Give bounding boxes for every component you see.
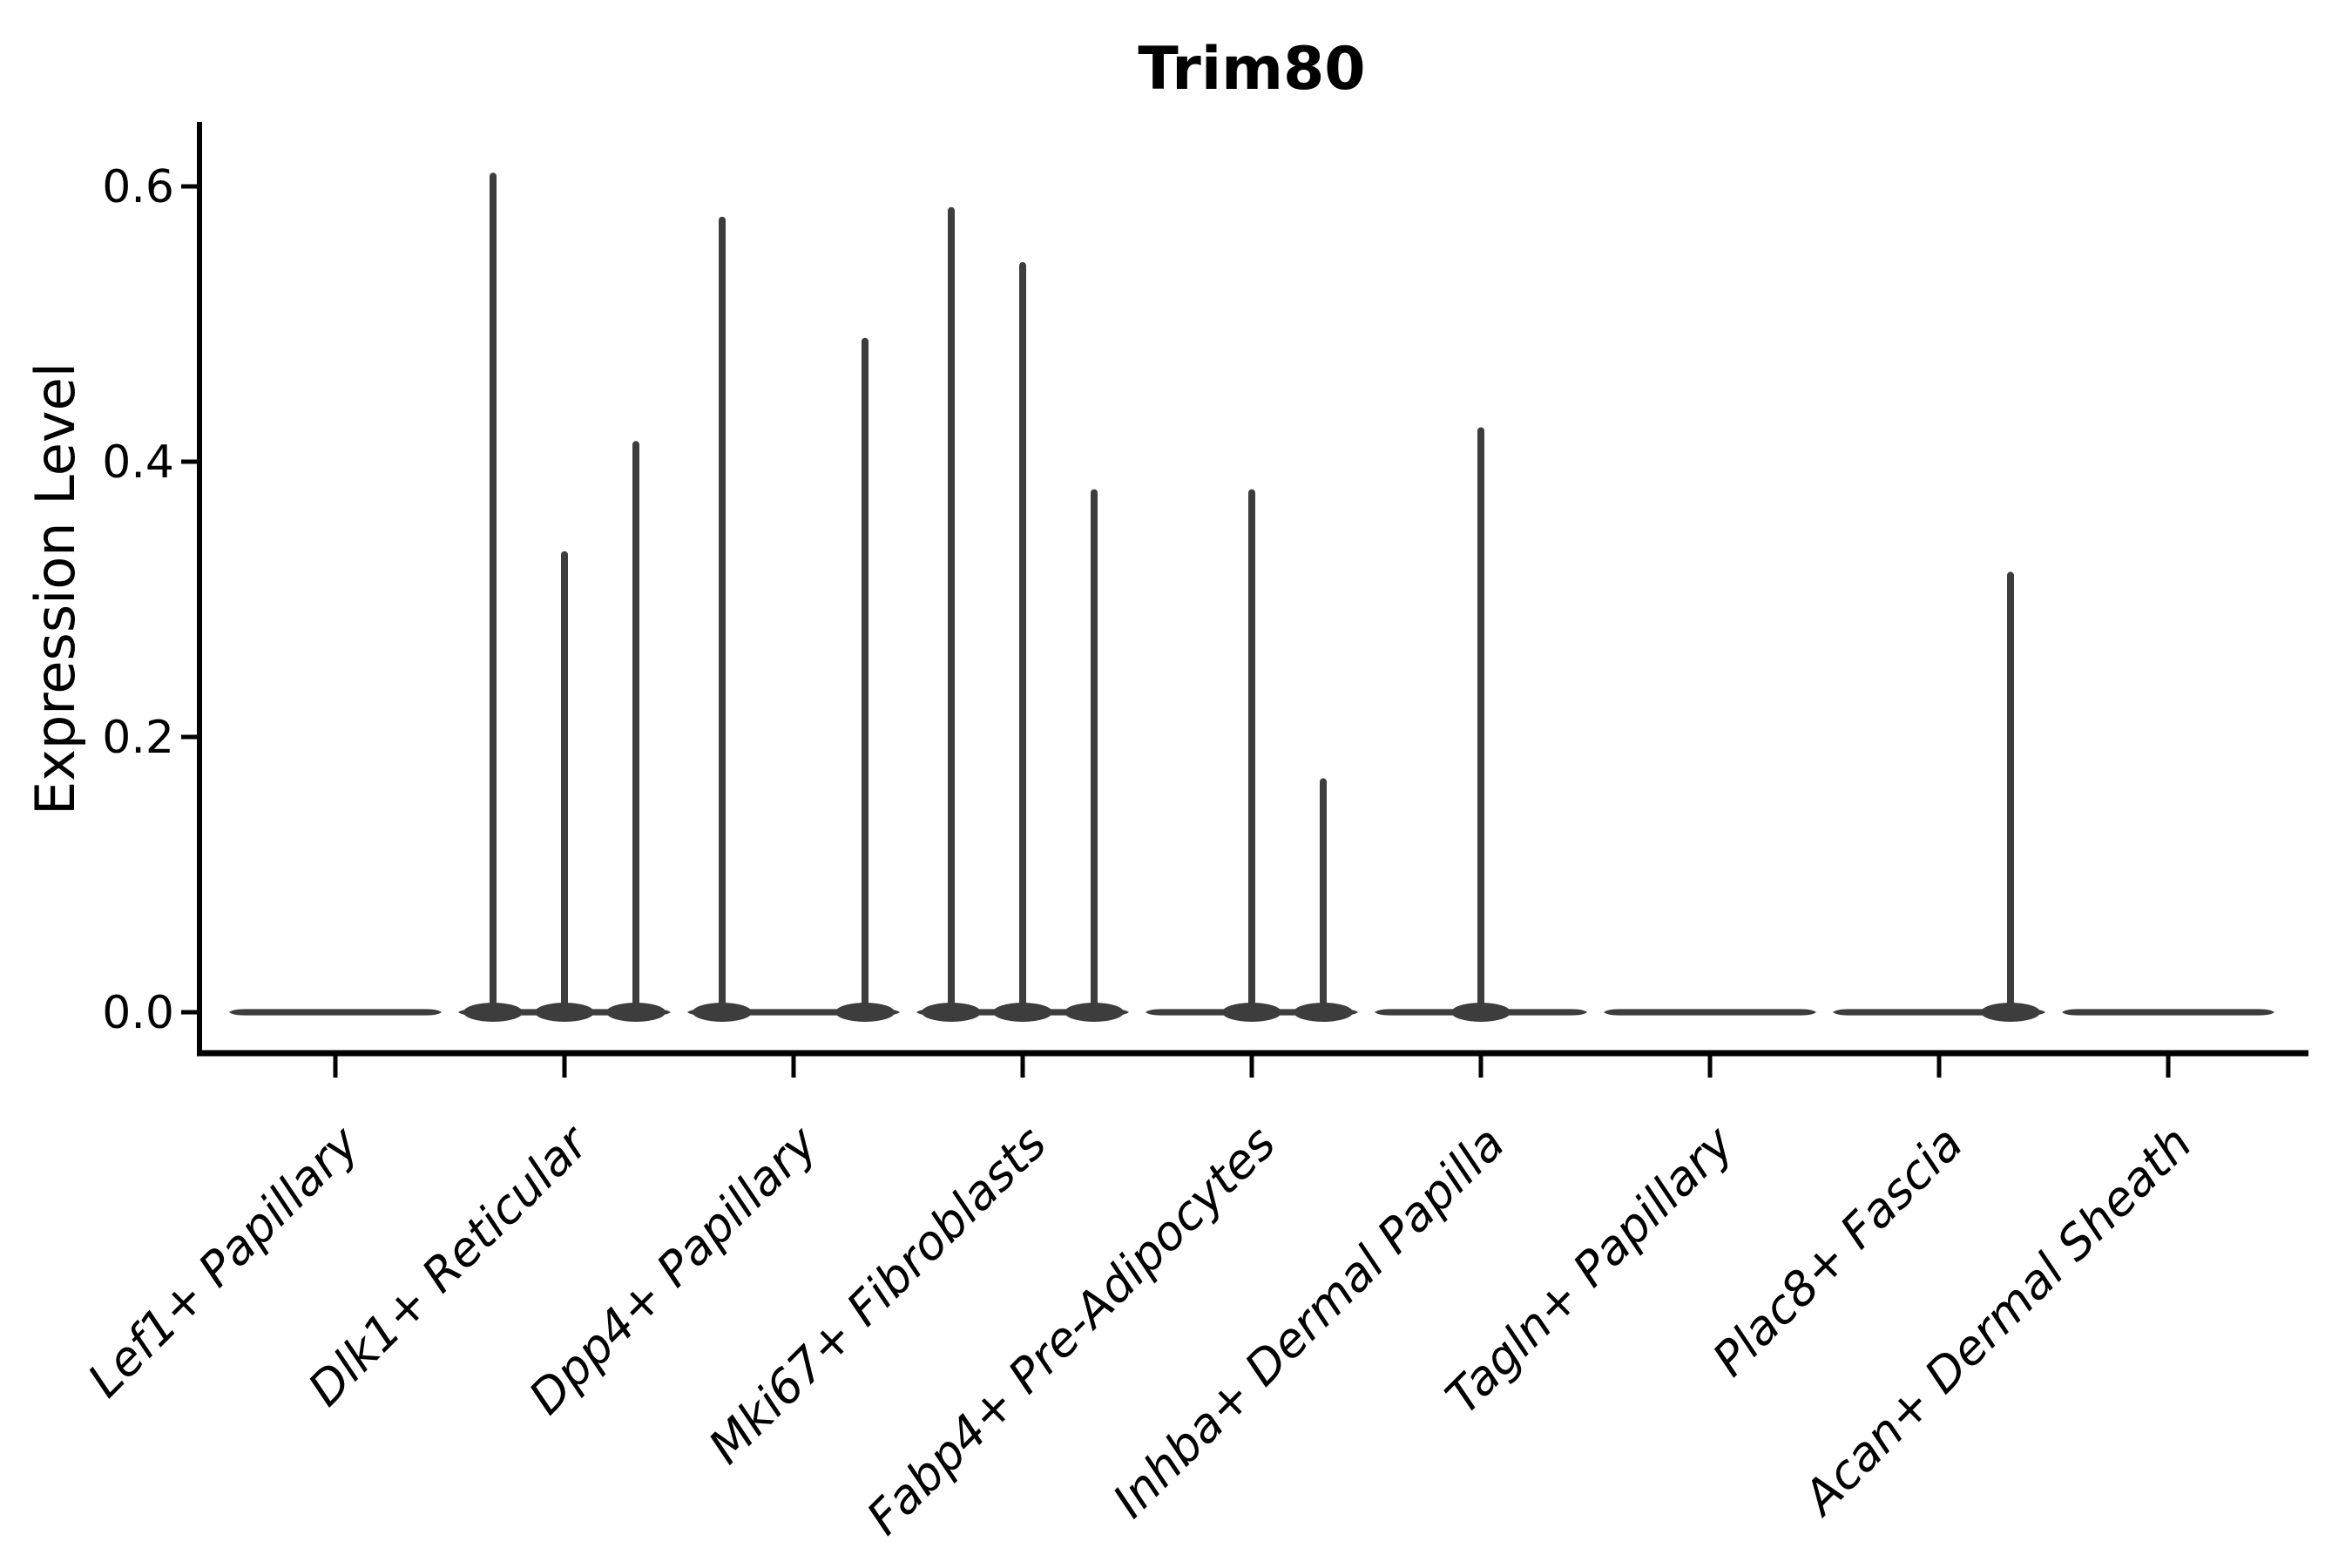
- y-tick-label: 0.0: [102, 987, 174, 1039]
- x-tick-label-8: Acan+ Dermal Sheath: [1791, 1116, 2202, 1527]
- y-axis-label: Expression Level: [24, 362, 87, 815]
- chart-title: Trim80: [1138, 35, 1365, 104]
- violin-8: [2062, 1009, 2274, 1016]
- violin-5: [1375, 427, 1587, 1022]
- violin-6: [1604, 1009, 1816, 1016]
- y-tick-label: 0.6: [102, 161, 174, 213]
- violin-7: [1833, 571, 2045, 1022]
- x-tick-label-4: Fabp4+ Pre-Adipocytes: [856, 1116, 1286, 1545]
- violin-0: [229, 1009, 442, 1016]
- violin-4: [1146, 489, 1358, 1022]
- violin-3: [916, 206, 1129, 1022]
- y-tick-label: 0.4: [102, 436, 174, 489]
- violin-baseline: [2062, 1009, 2274, 1016]
- violin-2: [687, 216, 900, 1022]
- y-tick-label: 0.2: [102, 712, 174, 764]
- x-tick-label-5: Inhba+ Dermal Papilla: [1102, 1116, 1515, 1529]
- violin-baseline: [229, 1009, 442, 1016]
- violin-1: [458, 172, 671, 1022]
- violin-baseline: [1604, 1009, 1816, 1016]
- violin-layer: [229, 172, 2274, 1022]
